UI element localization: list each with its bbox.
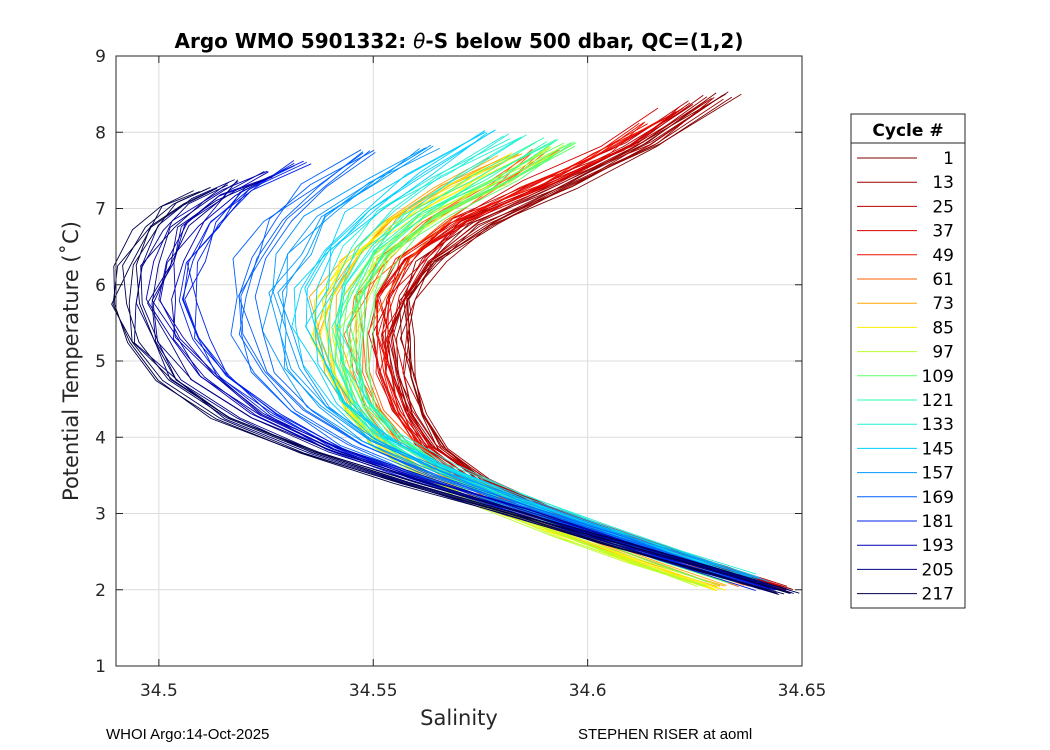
legend-title: Cycle #: [872, 121, 943, 141]
profile-line: [339, 136, 746, 576]
profile-line: [122, 188, 791, 594]
legend-label: 169: [922, 488, 954, 508]
chart-title: Argo WMO 5901332: θ-S below 500 dbar, QC…: [175, 29, 744, 53]
x-axis-label: Salinity: [420, 706, 498, 730]
series-217: [111, 186, 800, 595]
legend-label: 85: [932, 318, 954, 338]
x-tick-label: 34.55: [349, 681, 398, 701]
legend-entry: 193: [857, 536, 954, 556]
legend-label: 13: [932, 173, 954, 193]
legend-label: 25: [932, 197, 954, 217]
profile-line: [333, 145, 703, 586]
legend-entry: 13: [857, 173, 954, 193]
legend-label: 205: [922, 560, 954, 580]
legend-entry: 109: [857, 367, 954, 387]
legend-label: 1: [943, 149, 954, 169]
legend-entry: 121: [857, 391, 954, 411]
y-tick-label: 6: [95, 276, 106, 296]
legend-label: 133: [922, 415, 954, 435]
legend-entry: 61: [857, 270, 954, 290]
y-tick-label: 7: [95, 200, 106, 220]
legend-label: 157: [922, 464, 954, 484]
y-tick-label: 3: [95, 505, 106, 525]
y-tick-label: 1: [95, 657, 106, 677]
profile-line: [314, 129, 760, 579]
legend-entry: 169: [857, 488, 954, 508]
y-tick-label: 8: [95, 123, 106, 143]
footer-source-date: WHOI Argo:14-Oct-2025: [106, 726, 270, 743]
legend-entry: 85: [857, 318, 954, 338]
profile-line: [304, 130, 752, 579]
legend-entry: 181: [857, 512, 954, 532]
profile-line: [293, 131, 738, 579]
legend-entry: 145: [857, 439, 954, 459]
footer-credit: STEPHEN RISER at aoml: [578, 726, 753, 743]
legend-label: 97: [932, 343, 954, 363]
y-tick-label: 2: [95, 581, 106, 601]
legend-label: 121: [922, 391, 954, 411]
legend-box: [850, 113, 966, 609]
profile-line: [159, 176, 791, 591]
legend-label: 109: [922, 367, 954, 387]
x-tick-label: 34.65: [778, 681, 827, 701]
profile-line: [254, 152, 776, 587]
legend-label: 37: [932, 222, 954, 242]
legend-label: 73: [932, 294, 954, 314]
legend-entry: 49: [857, 246, 954, 266]
legend-label: 193: [922, 536, 954, 556]
legend-label: 181: [922, 512, 954, 532]
series-layer: [111, 91, 800, 595]
axis-ticks: 34.5 34.55 34.6 34.65 1 2 3 4 5 6 7 8 9: [95, 47, 826, 701]
x-tick-label: 34.6: [569, 681, 607, 701]
profile-line: [135, 187, 800, 594]
series-145: [291, 129, 760, 579]
profile-line: [279, 147, 753, 583]
profile-line: [140, 181, 778, 595]
legend: Cycle # 1 13 25 37 49 61 73 85 97 109 121 133 145 157…: [850, 113, 966, 609]
profile-line: [281, 145, 770, 583]
profile-line: [268, 147, 760, 583]
legend-label: 49: [932, 246, 954, 266]
y-tick-label: 5: [95, 352, 106, 372]
legend-entries: 1 13 25 37 49 61 73 85 97 109 121 133 145 157 169 181 19…: [857, 149, 954, 605]
y-tick-label: 9: [95, 47, 106, 67]
profile-line: [113, 191, 779, 595]
legend-label: 61: [932, 270, 954, 290]
y-axis-label: Potential Temperature (˚C): [59, 221, 83, 501]
legend-entry: 25: [857, 197, 954, 217]
profile-line: [334, 134, 757, 575]
profile-line: [151, 181, 791, 594]
legend-entry: 133: [857, 415, 954, 435]
legend-entry: 217: [857, 585, 954, 605]
y-tick-label: 4: [95, 428, 106, 448]
legend-entry: 157: [857, 464, 954, 484]
legend-entry: 37: [857, 222, 954, 242]
legend-label: 217: [922, 585, 954, 605]
legend-label: 145: [922, 439, 954, 459]
x-tick-label: 34.5: [140, 681, 178, 701]
legend-entry: 97: [857, 343, 954, 363]
legend-entry: 1: [857, 149, 954, 169]
profile-line: [230, 152, 762, 587]
profile-line: [238, 150, 773, 587]
legend-entry: 73: [857, 294, 954, 314]
profile-line: [152, 181, 794, 594]
legend-entry: 205: [857, 560, 954, 580]
profile-line: [112, 189, 778, 595]
